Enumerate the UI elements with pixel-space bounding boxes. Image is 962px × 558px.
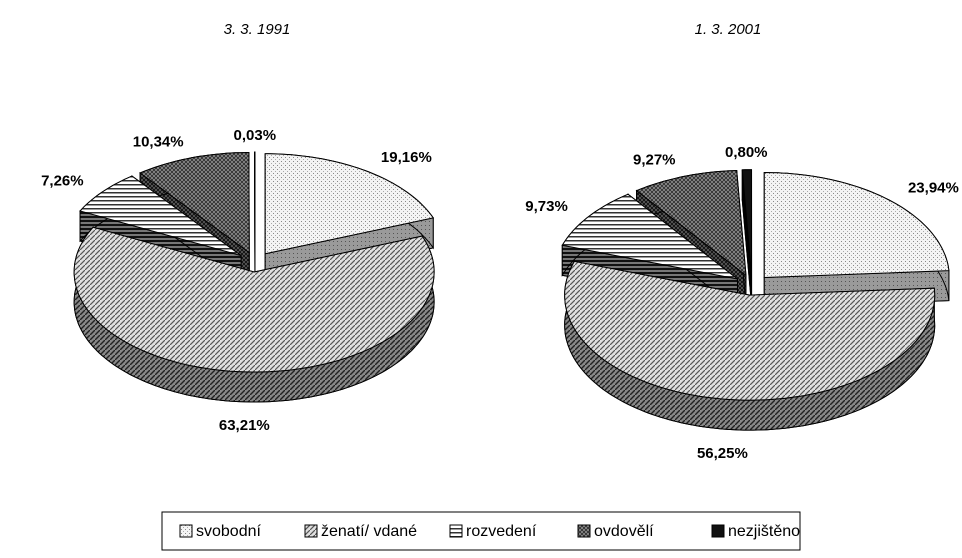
legend-label: ovdovělí (594, 523, 654, 540)
slice (73, 226, 435, 373)
legend-swatch (449, 524, 463, 538)
slice (139, 151, 250, 254)
slice (741, 169, 753, 275)
data-label: 9,27% (633, 152, 676, 169)
slice (561, 193, 738, 280)
data-label: 63,21% (219, 417, 270, 434)
data-label: 23,94% (908, 180, 959, 197)
legend-swatch (304, 524, 318, 538)
legend-label: nezjištěno (728, 523, 800, 540)
legend-swatch (711, 524, 725, 538)
slice (564, 260, 936, 401)
legend-swatch (577, 524, 591, 538)
data-label: 9,73% (525, 198, 568, 215)
data-label: 56,25% (697, 445, 748, 462)
chart-title: 3. 3. 1991 (224, 21, 291, 38)
data-label: 19,16% (381, 149, 432, 166)
data-label: 10,34% (133, 134, 184, 151)
slice (635, 169, 747, 277)
chart-title: 1. 3. 2001 (695, 21, 762, 38)
legend-label: rozvedení (466, 523, 537, 540)
legend (161, 511, 801, 551)
slice (763, 171, 950, 279)
data-label: 0,80% (725, 144, 768, 161)
data-label: 0,03% (234, 127, 277, 144)
slice (564, 259, 936, 431)
slice (73, 225, 435, 403)
data-label: 7,26% (41, 173, 84, 190)
legend-swatch (179, 524, 193, 538)
legend-label: svobodní (196, 523, 261, 540)
slice (79, 175, 242, 257)
slice (264, 153, 435, 255)
legend-label: ženatí/ vdané (321, 523, 417, 540)
